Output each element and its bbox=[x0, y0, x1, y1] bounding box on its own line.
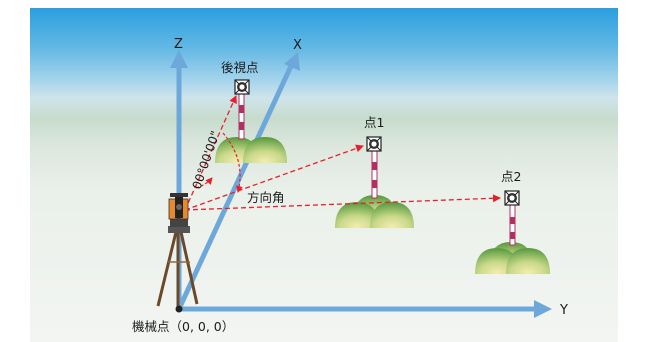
prism-target-icon bbox=[234, 79, 250, 95]
y-axis-arrowhead bbox=[534, 300, 552, 318]
origin-point bbox=[175, 305, 183, 313]
point2-target bbox=[475, 190, 550, 274]
sight-line-backsight bbox=[184, 95, 237, 211]
y-axis-label: Y bbox=[559, 303, 568, 318]
x-axis-label: X bbox=[293, 38, 302, 53]
angle-arc-backsight bbox=[195, 177, 213, 189]
point1-target bbox=[335, 136, 414, 228]
point1-label: 点1 bbox=[364, 115, 384, 130]
instrument-point-label: 機械点（0, 0, 0） bbox=[132, 319, 234, 334]
x-axis bbox=[176, 64, 294, 311]
point2-label: 点2 bbox=[501, 169, 521, 184]
backsight-label: 後視点 bbox=[221, 60, 259, 75]
angle-arcs bbox=[195, 132, 243, 193]
prism-target-icon bbox=[504, 190, 520, 206]
prism-target-icon bbox=[366, 136, 382, 152]
z-axis-label: Z bbox=[174, 37, 183, 52]
backsight-target bbox=[215, 79, 287, 163]
angle-arc-direction bbox=[222, 132, 243, 193]
background-panel bbox=[30, 8, 618, 342]
x-axis-arrowhead bbox=[284, 52, 300, 71]
direction-angle-label: 方向角 bbox=[247, 190, 285, 205]
total-station-icon bbox=[156, 193, 199, 308]
sight-line-point2 bbox=[184, 194, 501, 211]
z-axis-arrowhead bbox=[170, 50, 188, 68]
coordinate-axes bbox=[170, 50, 552, 318]
sight-lines bbox=[184, 95, 501, 211]
